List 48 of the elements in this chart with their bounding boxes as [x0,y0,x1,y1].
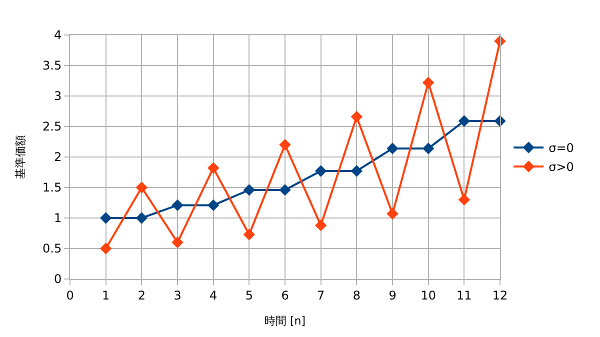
y-tick-label: 3.5 [42,58,62,73]
x-tick-label: 8 [352,288,360,302]
y-tick-label: 0.5 [42,242,62,256]
x-tick-label: 7 [317,288,325,302]
x-tick-label: 6 [281,288,289,302]
point [386,208,398,220]
point [207,162,220,174]
point [314,219,327,232]
point [172,199,184,212]
point [243,184,256,196]
x-tick-label: 9 [388,288,396,302]
legend-label: σ=0 [548,141,574,156]
y-tick-label: 0 [54,272,62,286]
point [350,165,363,177]
x-axis-title: 時間 [n] [264,314,306,328]
point [422,142,434,154]
x-tick-label: 10 [420,288,436,302]
point [243,228,256,240]
point [207,199,220,212]
point [279,138,291,151]
point [350,110,363,123]
y-tick-label: 1 [54,211,62,226]
point [136,212,148,224]
x-tick-label: 2 [138,288,146,302]
point [422,76,434,88]
point [136,182,148,194]
point [100,242,112,254]
x-tick-label: 11 [456,288,472,302]
point [458,115,470,127]
x-tick-label: 0 [66,288,74,302]
x-tick-label: 5 [245,288,253,302]
point [314,165,327,177]
legend-label: σ>0 [548,160,574,174]
y-tick-label: 3 [54,89,62,104]
point [100,212,112,224]
y-tick-label: 1.5 [42,180,62,195]
y-tick-label: 2 [54,150,62,164]
y-tick-label: 4 [54,28,62,42]
point [386,142,398,154]
y-tick-label: 2.5 [42,120,62,134]
x-tick-label: 3 [174,288,182,302]
x-tick-label: 12 [492,288,508,302]
point [172,236,184,248]
y-axis-title: 基準価額 [14,135,28,179]
x-tick-label: 1 [102,288,110,302]
point [458,194,470,206]
point [279,184,291,196]
x-tick-label: 4 [210,288,218,302]
